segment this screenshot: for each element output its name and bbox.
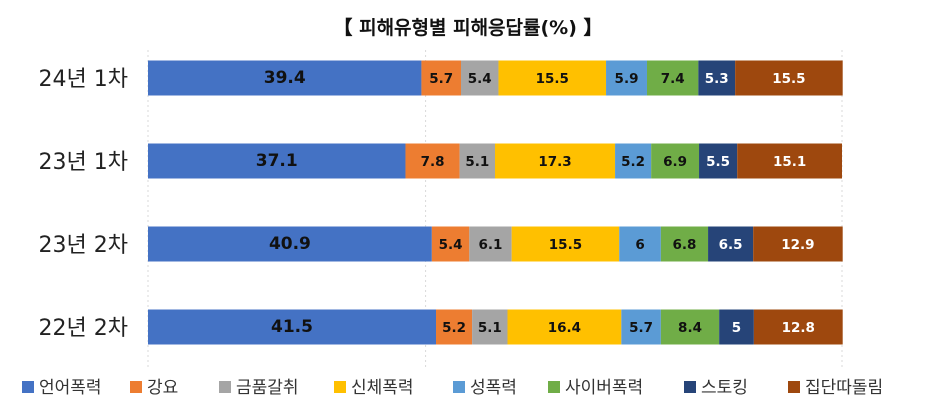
bar-segment (651, 143, 700, 179)
data-label: 5.4 (439, 237, 463, 253)
data-label: 5.1 (478, 320, 502, 336)
data-label: 16.4 (548, 320, 581, 336)
bar-segment (405, 143, 460, 179)
bar-segment (621, 309, 661, 345)
legend-swatch (22, 381, 34, 393)
data-label: 5.7 (429, 71, 453, 87)
legend-label: 성폭력 (470, 378, 517, 398)
data-label: 5.2 (442, 320, 466, 336)
data-label: 12.9 (781, 237, 814, 253)
bar-segment (737, 143, 842, 179)
data-label: 5.3 (705, 71, 729, 87)
legend-label: 사이버폭력 (565, 378, 643, 398)
bar-segments: 39.4 5.7 5.4 15.5 5.9 7.4 5.3 15.5 37.1 7.8 5.1 17.… (148, 60, 843, 345)
data-label: 41.5 (271, 317, 313, 337)
bar-segment (753, 309, 843, 345)
data-label: 5.7 (629, 320, 653, 336)
data-label: 15.5 (536, 71, 569, 87)
bar-segment (495, 143, 616, 179)
bar-segment (698, 60, 736, 96)
bar-segment (421, 60, 461, 96)
bar-segment (511, 226, 620, 262)
data-label: 5.5 (706, 154, 730, 170)
bar-segment (459, 143, 495, 179)
bar-segment (753, 226, 843, 262)
data-label: 5.4 (468, 71, 492, 87)
data-label: 6.5 (719, 237, 743, 253)
bar-segment (436, 309, 473, 345)
bar-segment (148, 309, 437, 345)
bar-segment (148, 143, 406, 179)
legend-swatch (334, 381, 346, 393)
category-labels: 24년 1차 23년 1차 23년 2차 22년 2차 (39, 67, 128, 341)
data-label: 6.8 (673, 237, 697, 253)
category-label: 22년 2차 (39, 316, 128, 341)
legend-swatch (219, 381, 231, 393)
bar-segment (615, 143, 652, 179)
data-label: 37.1 (256, 151, 298, 171)
data-label: 7.8 (421, 154, 445, 170)
legend-swatch (453, 381, 465, 393)
bar-segment (660, 226, 709, 262)
legend-label: 강요 (147, 378, 178, 398)
data-label: 5.1 (465, 154, 489, 170)
bar-segment (619, 226, 661, 262)
bar-segment (699, 143, 738, 179)
bar-segment (708, 226, 754, 262)
legend-swatch (788, 381, 800, 393)
legend: 언어폭력 강요 금품갈취 신체폭력 성폭력 사이버폭력 스토킹 집단따돌림 (22, 378, 883, 398)
legend-swatch (130, 381, 142, 393)
bar-segment (507, 309, 622, 345)
legend-swatch (548, 381, 560, 393)
data-label: 15.5 (549, 237, 582, 253)
data-label: 6 (635, 237, 644, 253)
bar-segment (606, 60, 647, 96)
legend-label: 신체폭력 (351, 378, 414, 398)
legend-label: 집단따돌림 (805, 378, 883, 398)
bar-segment (646, 60, 699, 96)
data-label: 8.4 (678, 320, 702, 336)
category-label: 23년 1차 (39, 150, 128, 175)
bar-segment (148, 60, 422, 96)
data-label: 5 (732, 320, 741, 336)
bar-segment (148, 226, 432, 262)
data-label: 17.3 (538, 154, 571, 170)
data-label: 5.2 (621, 154, 645, 170)
bar-segment (472, 309, 508, 345)
legend-label: 금품갈취 (236, 378, 299, 398)
data-label: 15.1 (773, 154, 806, 170)
legend-label: 언어폭력 (39, 378, 102, 398)
bar-segment (469, 226, 512, 262)
bar-segment (719, 309, 754, 345)
bar-segment (460, 60, 499, 96)
data-label: 6.9 (663, 154, 687, 170)
bar-segment (735, 60, 843, 96)
data-label: 40.9 (269, 234, 311, 254)
data-label: 39.4 (264, 68, 306, 88)
bar-segment (660, 309, 720, 345)
category-label: 24년 1차 (39, 67, 128, 92)
legend-label: 스토킹 (701, 378, 748, 398)
data-label: 6.1 (479, 237, 503, 253)
data-label: 12.8 (782, 320, 815, 336)
data-label: 5.9 (615, 71, 639, 87)
data-label: 7.4 (661, 71, 685, 87)
chart-title: 【 피해유형별 피해응답률(%) 】 (333, 16, 602, 39)
bar-segment (431, 226, 470, 262)
legend-swatch (684, 381, 696, 393)
bar-segment (498, 60, 607, 96)
category-label: 23년 2차 (39, 233, 128, 258)
data-label: 15.5 (772, 71, 805, 87)
